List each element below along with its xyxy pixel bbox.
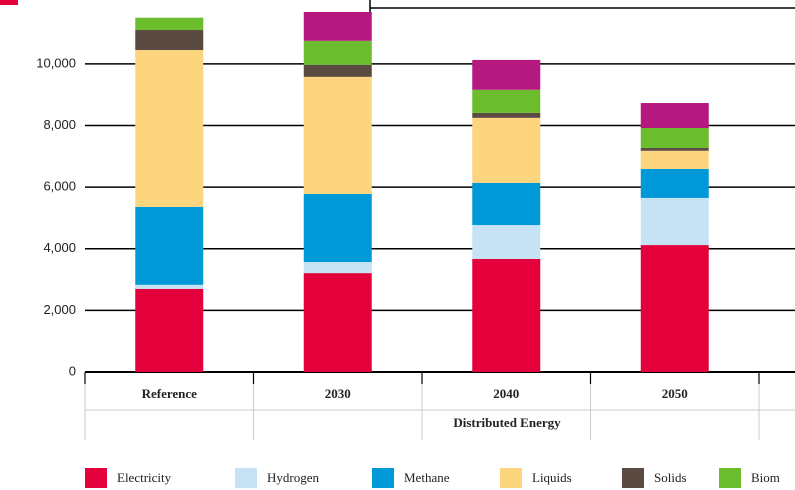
bar-segment [135,50,204,207]
legend-label: Biom [751,470,780,485]
bar-segment [640,148,709,151]
bar-segment [135,17,204,31]
bar-segment [303,40,372,65]
bar-segment [472,258,541,372]
legend-label: Methane [404,470,450,485]
bar-segment [135,206,204,285]
bar-segment [303,273,372,372]
legend-swatch [85,468,107,488]
bar-segment [303,262,372,274]
x-tick-label: 2030 [325,386,351,401]
y-tick-label: 4,000 [43,240,76,255]
legend-label: Electricity [117,470,172,485]
x-tick-label: 2050 [662,386,688,401]
y-tick-label: 0 [69,363,76,378]
legend-swatch [372,468,394,488]
bar-segment [640,197,709,246]
y-tick-label: 6,000 [43,179,76,194]
bar-segment [135,284,204,289]
bar-segment [640,127,709,149]
bars [135,12,709,372]
bar-segment [640,168,709,198]
bar-segment [303,12,372,41]
legend-swatch [500,468,522,488]
bar-segment [135,30,204,51]
bar-segment [472,112,541,118]
y-tick-label: 10,000 [36,55,76,70]
legend-swatch [235,468,257,488]
axis: 0 2,000 4,000 6,000 8,000 10,000 Reference 2030… [36,55,795,440]
legend-swatch [622,468,644,488]
bar-segment [303,193,372,263]
y-tick-label: 2,000 [43,302,76,317]
legend-swatch [719,468,741,488]
legend-label: Solids [654,470,687,485]
bar-segment [472,89,541,113]
bar-segment [472,117,541,183]
bar-segment [135,288,204,372]
legend-label: Hydrogen [267,470,319,485]
legend-label: Liquids [532,470,572,485]
legend: Electricity Hydrogen Methane Liquids Solids B… [85,468,780,488]
bar-segment [472,59,541,90]
bar-segment [472,182,541,226]
bar-segment [472,225,541,259]
bar-segment [640,150,709,169]
x-tick-label: Reference [142,386,198,401]
grid [85,63,795,373]
legend-swatch-fragment [0,0,18,5]
bar-segment [303,64,372,77]
bar-segment [303,76,372,194]
y-tick-label: 8,000 [43,117,76,132]
x-tick-label: 2040 [493,386,519,401]
x-axis-label: Distributed Energy [453,415,561,430]
bar-segment [640,245,709,372]
bar-segment [640,103,709,128]
